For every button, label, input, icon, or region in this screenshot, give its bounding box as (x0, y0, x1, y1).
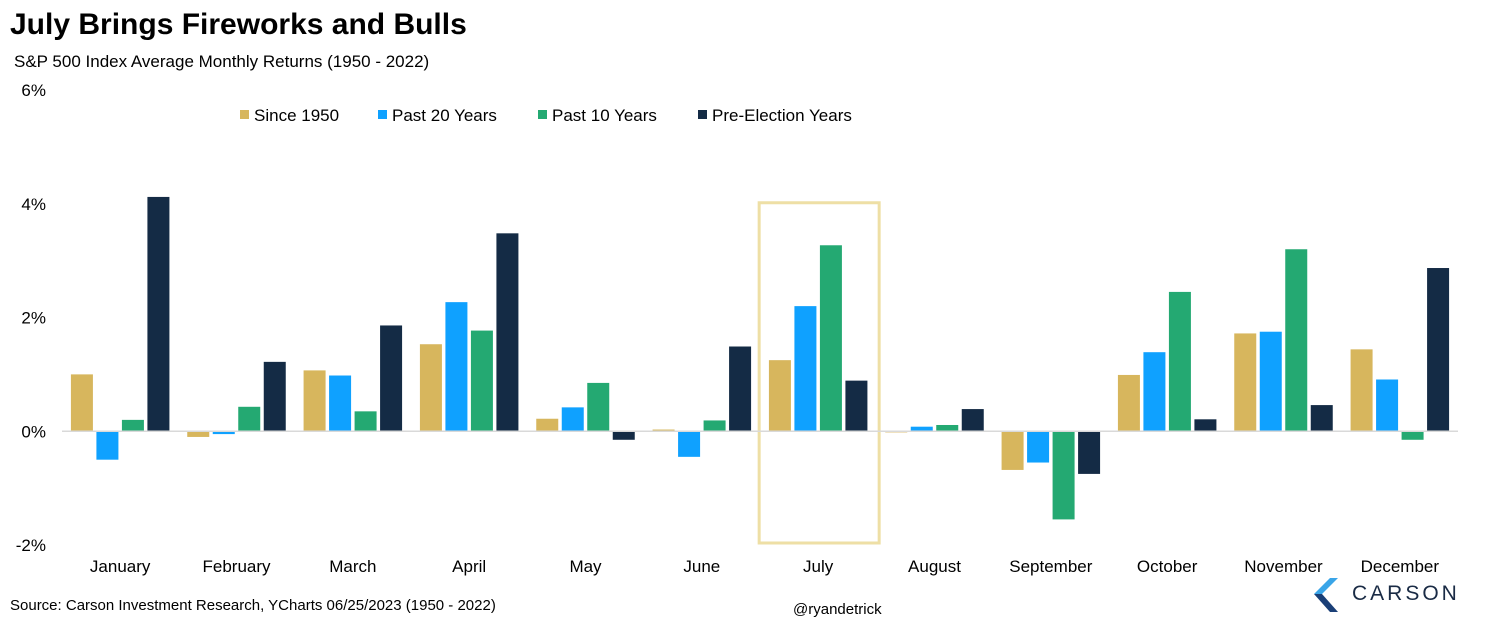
chart-subtitle: S&P 500 Index Average Monthly Returns (1… (14, 52, 430, 71)
bar-january-0 (70, 374, 93, 432)
bar-april-3 (496, 233, 519, 432)
bar-november-3 (1310, 405, 1333, 432)
category-label: April (452, 557, 486, 576)
bar-december-1 (1376, 379, 1399, 432)
bar-may-1 (561, 407, 584, 432)
legend-label: Since 1950 (254, 106, 339, 125)
bar-november-0 (1234, 333, 1257, 432)
legend-swatch (698, 110, 707, 119)
legend-label: Pre-Election Years (712, 106, 852, 125)
bar-october-3 (1194, 419, 1217, 432)
bar-september-3 (1078, 431, 1101, 474)
carson-logo-mark-icon (1314, 578, 1338, 612)
bar-april-2 (470, 330, 493, 432)
highlight-box (757, 201, 881, 545)
bar-september-0 (1001, 431, 1024, 470)
category-label: February (202, 557, 271, 576)
bar-october-1 (1143, 352, 1166, 432)
bar-january-3 (147, 196, 170, 432)
bar-march-0 (303, 370, 326, 432)
july-highlight (757, 201, 881, 545)
bar-march-3 (380, 325, 403, 432)
bar-chart: -2% 0% 2% 4% 6% January February March April May… (16, 81, 1458, 576)
bar-october-2 (1168, 291, 1191, 432)
y-axis-ticks: -2% 0% 2% 4% 6% (16, 81, 46, 555)
bar-march-2 (354, 411, 377, 432)
carson-logo-text: CARSON (1352, 582, 1460, 605)
bar-june-3 (729, 346, 752, 432)
legend-swatch (378, 110, 387, 119)
bar-december-2 (1401, 431, 1424, 440)
bar-may-3 (612, 431, 635, 440)
bar-july-0 (768, 360, 791, 432)
category-label: January (90, 557, 151, 576)
bar-october-0 (1117, 374, 1140, 432)
bar-august-3 (961, 409, 984, 432)
y-tick-label: 4% (21, 195, 46, 214)
legend-item: Past 10 Years (538, 106, 657, 125)
y-tick-label: 6% (21, 81, 46, 100)
bar-november-1 (1259, 331, 1282, 432)
category-label: November (1244, 557, 1323, 576)
bar-august-2 (936, 424, 959, 432)
y-tick-label: 2% (21, 309, 46, 328)
legend-label: Past 20 Years (392, 106, 497, 125)
bar-march-1 (329, 375, 352, 432)
bar-may-2 (587, 382, 610, 432)
category-label: July (803, 557, 834, 576)
source-note: Source: Carson Investment Research, YCha… (10, 597, 496, 614)
bar-june-0 (652, 429, 675, 432)
y-tick-label: 0% (21, 422, 46, 441)
category-label: August (908, 557, 961, 576)
bar-june-1 (678, 431, 701, 457)
bar-july-2 (819, 245, 842, 432)
bar-february-1 (212, 431, 235, 435)
bar-february-2 (238, 406, 261, 432)
author-handle: @ryandetrick (793, 601, 882, 618)
carson-logo: CARSON (1312, 576, 1472, 616)
bar-april-0 (419, 344, 442, 432)
bar-april-1 (445, 302, 468, 432)
legend-item: Since 1950 (240, 106, 339, 125)
category-labels: January February March April May June July Augu… (90, 557, 1439, 576)
category-label: June (683, 557, 720, 576)
legend-label: Past 10 Years (552, 106, 657, 125)
bar-august-1 (910, 426, 933, 432)
legend: Since 1950 Past 20 Years Past 10 Years Pre-… (240, 106, 852, 125)
category-label: October (1137, 557, 1198, 576)
bar-july-1 (794, 306, 817, 432)
bar-december-3 (1427, 268, 1450, 432)
legend-item: Pre-Election Years (698, 106, 852, 125)
bar-december-0 (1350, 349, 1373, 432)
bar-july-3 (845, 380, 868, 432)
bar-june-2 (703, 420, 726, 432)
bar-january-2 (121, 419, 144, 432)
category-label: March (329, 557, 376, 576)
bar-january-1 (96, 431, 119, 460)
bar-february-3 (263, 361, 286, 432)
bar-november-2 (1285, 249, 1308, 432)
category-label: September (1009, 557, 1092, 576)
bars (70, 196, 1450, 520)
bar-february-0 (187, 431, 210, 437)
legend-swatch (240, 110, 249, 119)
chart-title: July Brings Fireworks and Bulls (10, 8, 467, 41)
bar-september-2 (1052, 431, 1075, 520)
bar-may-0 (536, 418, 559, 432)
y-tick-label: -2% (16, 536, 46, 555)
legend-item: Past 20 Years (378, 106, 497, 125)
bar-september-1 (1027, 431, 1050, 463)
category-label: May (569, 557, 602, 576)
legend-swatch (538, 110, 547, 119)
category-label: December (1361, 557, 1440, 576)
